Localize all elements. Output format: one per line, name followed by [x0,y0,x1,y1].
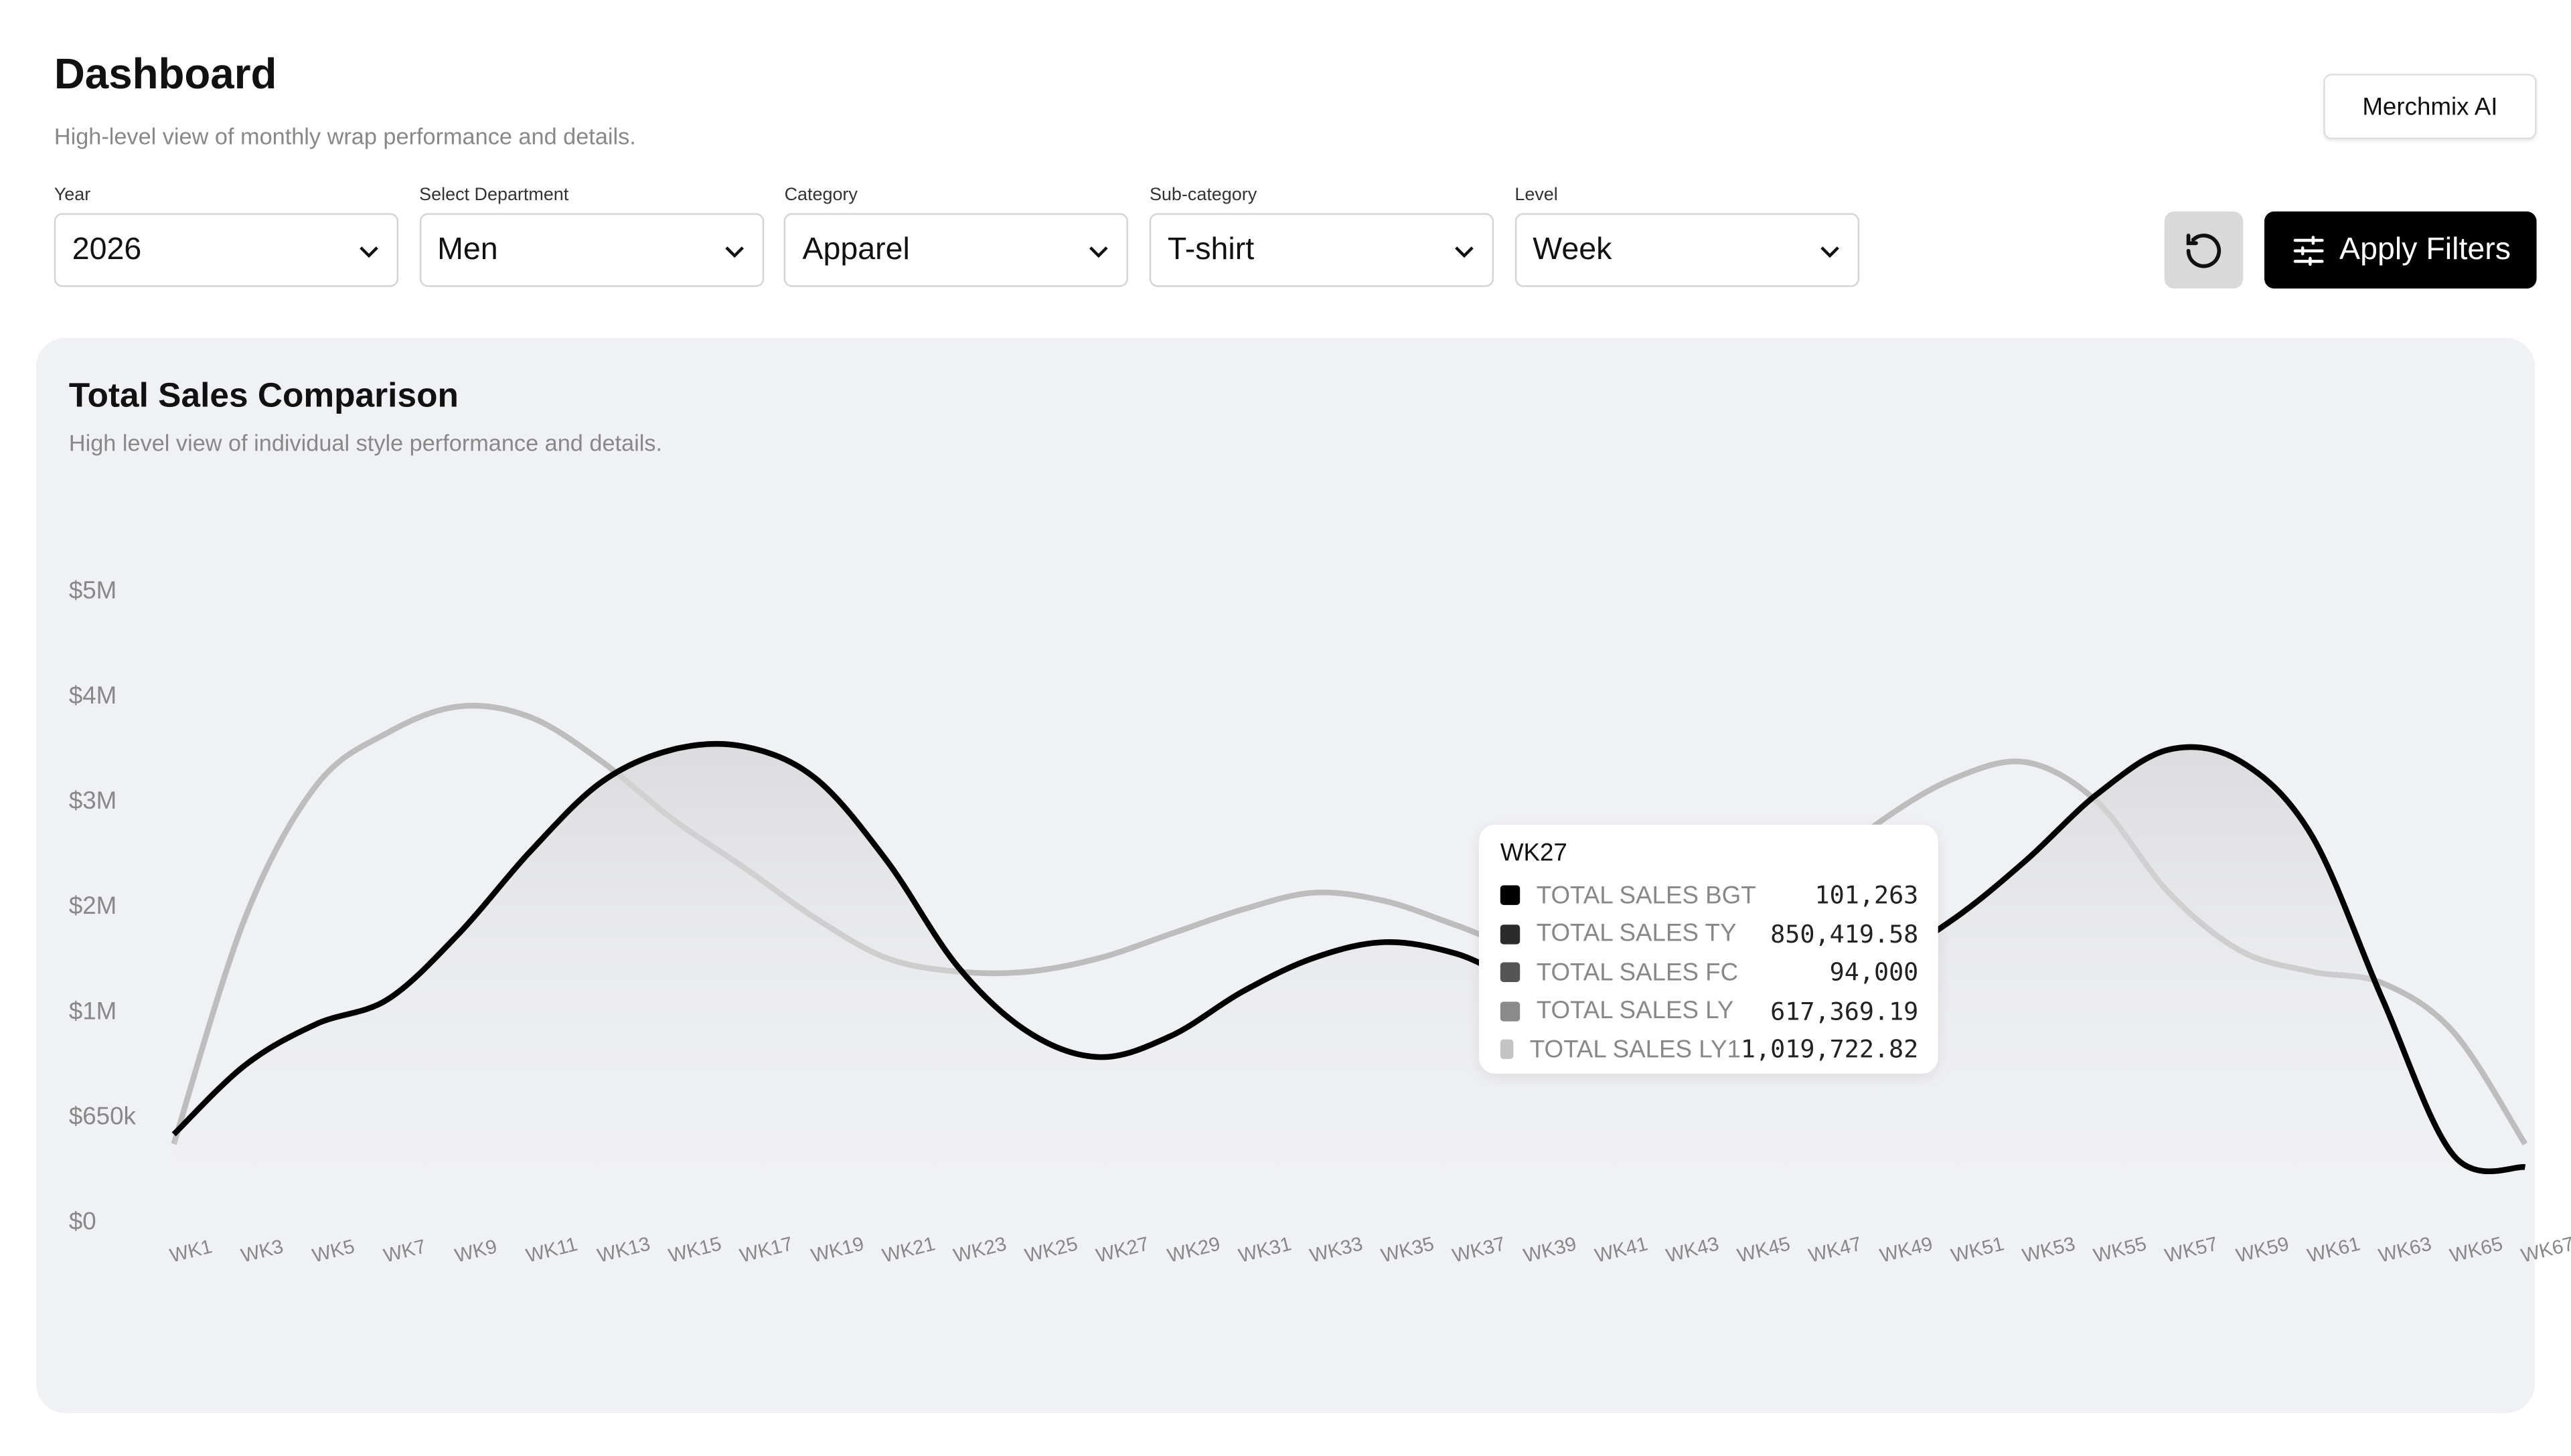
filter-label: Sub-category [1149,185,1257,206]
page-title: Dashboard [54,49,277,98]
x-tick-label: WK23 [951,1232,1009,1267]
filter-icon [2293,235,2323,265]
tooltip-value: 850,419.58 [1770,918,1919,949]
y-tick-label: $1M [69,997,116,1024]
x-tick-label: WK39 [1521,1232,1579,1267]
x-tick-label: WK25 [1022,1232,1080,1267]
x-tick-label: WK47 [1806,1232,1864,1267]
x-tick-label: WK57 [2163,1232,2220,1267]
filter-select[interactable]: Week [1514,213,1859,287]
y-tick-label: $2M [69,892,116,919]
ai-button[interactable]: Merchmix AI [2323,74,2537,140]
x-tick-label: WK29 [1165,1232,1223,1267]
x-tick-label: WK61 [2305,1232,2363,1267]
tooltip-row: TOTAL SALES BGT 101,263 [1500,879,1918,912]
chart-subtitle: High level view of individual style perf… [68,429,663,456]
tooltip-value: 101,263 [1814,880,1919,910]
x-tick-label: WK17 [738,1232,795,1267]
x-tick-label: WK1 [167,1235,214,1267]
apply-label: Apply Filters [2339,232,2511,266]
y-tick-label: $3M [69,787,116,814]
chevron [1089,246,1109,257]
tooltip-value: 617,369.19 [1770,995,1919,1026]
x-tick-label: WK13 [595,1232,653,1267]
tooltip-swatch [1500,1001,1521,1021]
tooltip-name: TOTAL SALES FC [1536,958,1739,987]
y-tick-label: $0 [69,1208,96,1235]
tooltip-row: TOTAL SALES LY1 1,019,722.82 [1500,1033,1918,1066]
chevron [724,246,744,257]
tooltip-row: TOTAL SALES LY 617,369.19 [1500,994,1918,1027]
x-tick-label: WK53 [2020,1232,2078,1267]
x-tick-label: WK5 [310,1235,357,1267]
chevron [1820,246,1839,257]
x-tick-label: WK7 [382,1235,428,1267]
filter-value: Men [437,232,498,266]
line-series [171,740,2526,1174]
tooltip-name: TOTAL SALES BGT [1536,881,1756,909]
y-tick-label: $4M [69,681,116,709]
reset-button[interactable] [2164,211,2244,289]
x-tick-label: WK27 [1094,1232,1152,1267]
x-tick-label: WK3 [239,1235,286,1267]
tooltip-swatch [1500,1039,1514,1060]
tooltip-swatch [1500,962,1521,982]
x-tick-label: WK21 [880,1232,937,1267]
x-tick-label: WK51 [1949,1232,2007,1267]
tooltip-swatch [1500,924,1521,944]
x-tick-label: WK45 [1735,1232,1793,1267]
filter-value: T-shirt [1167,232,1255,266]
tooltip-value: 1,019,722.82 [1740,1034,1919,1064]
filter-select[interactable]: 2026 [54,213,399,287]
y-tick-label: $650k [69,1102,137,1129]
tooltip-swatch [1500,885,1521,905]
filter-select[interactable]: Men [419,213,764,287]
x-tick-label: WK67 [2519,1232,2571,1267]
filter-label: Category [784,185,858,206]
x-tick-label: WK19 [809,1232,866,1267]
filter-value: Apparel [802,232,910,266]
reset-icon [2186,232,2222,268]
tooltip-name: TOTAL SALES TY [1536,919,1737,948]
tooltip: WK27 TOTAL SALES BGT 101,263 TOTAL SALES T… [1478,824,1938,1074]
x-tick-label: WK43 [1664,1232,1721,1267]
tooltip-name: TOTAL SALES LY [1536,996,1734,1025]
tooltip-row: TOTAL SALES TY 850,419.58 [1500,917,1918,950]
area-fill [173,744,2525,1223]
apply-button[interactable]: Apply Filters [2264,211,2537,289]
page-subtitle: High-level view of monthly wrap performa… [54,123,636,149]
tooltip-name: TOTAL SALES LY1 [1529,1035,1741,1064]
x-tick-label: WK41 [1593,1232,1650,1267]
x-tick-label: WK33 [1308,1232,1365,1267]
tooltip-title: WK27 [1500,839,1567,868]
filter-select[interactable]: T-shirt [1149,213,1494,287]
x-tick-label: WK59 [2234,1232,2291,1267]
chart-title: Total Sales Comparison [68,377,459,415]
y-tick-label: $5M [69,576,116,604]
filter-label: Select Department [419,185,569,206]
x-tick-label: WK9 [453,1235,499,1267]
x-tick-label: WK31 [1237,1232,1294,1267]
x-tick-label: WK37 [1450,1232,1508,1267]
x-tick-label: WK63 [2376,1232,2434,1267]
x-tick-label: WK15 [666,1232,724,1267]
tooltip-row: TOTAL SALES FC 94,000 [1500,956,1918,989]
filter-label: Year [54,185,91,206]
x-tick-label: WK49 [1877,1232,1935,1267]
tooltip-value: 94,000 [1829,957,1919,987]
x-tick-label: WK35 [1379,1232,1436,1267]
chevron [360,246,378,257]
chevron [1455,246,1474,257]
filter-value: 2026 [72,232,142,266]
filter-select[interactable]: Apparel [784,213,1129,287]
filter-value: Week [1533,232,1612,266]
x-tick-label: WK65 [2448,1232,2505,1267]
x-tick-label: WK55 [2092,1232,2149,1267]
x-tick-label: WK11 [524,1233,579,1267]
filter-label: Level [1514,185,1558,206]
